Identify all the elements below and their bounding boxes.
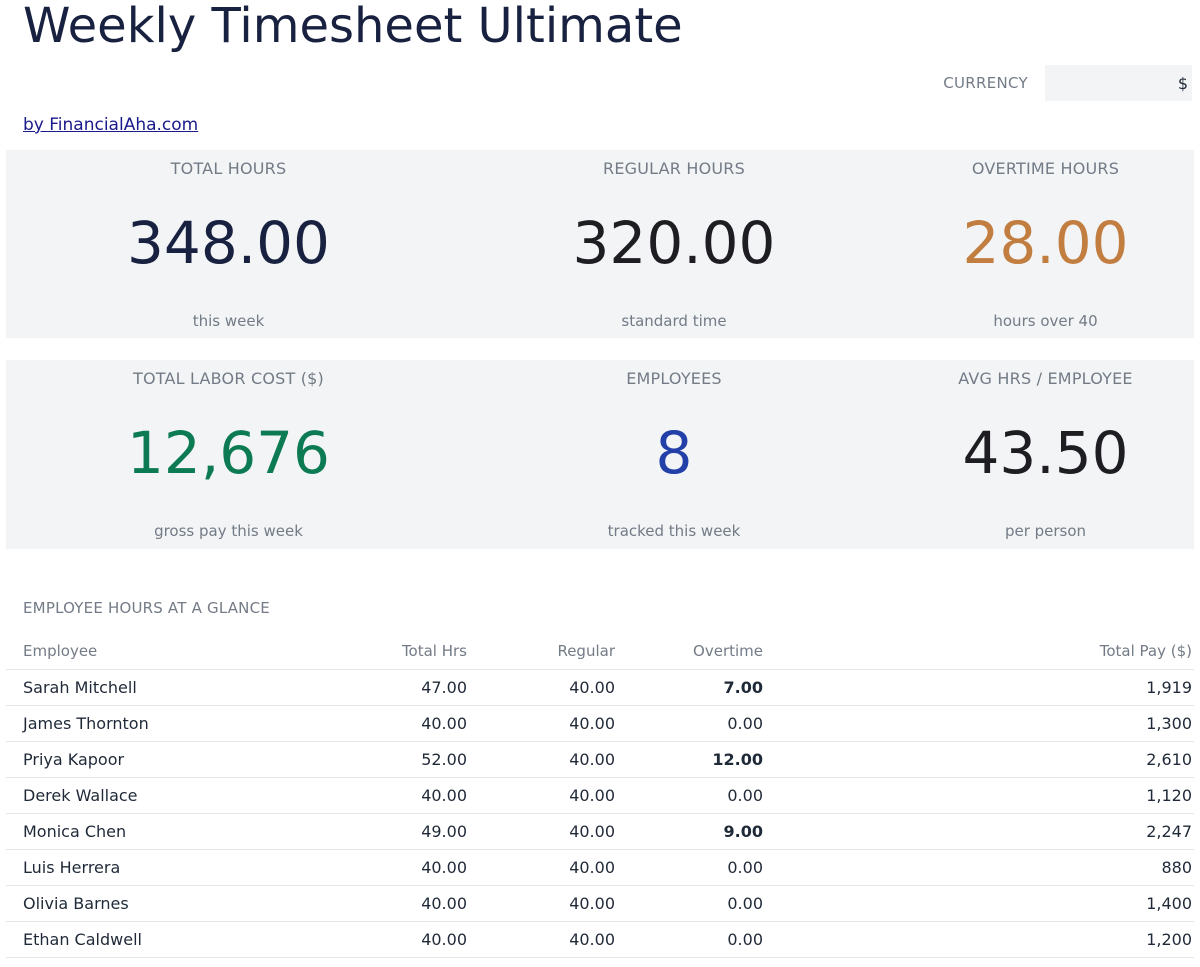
- kpi-value: 12,676: [127, 419, 330, 487]
- cell-overtime: 0.00: [615, 777, 763, 814]
- cell-total-pay: 1,300: [763, 705, 1194, 742]
- cell-regular: 40.00: [467, 849, 615, 886]
- cell-employee: Monica Chen: [6, 813, 291, 850]
- cell-total-hrs: 52.00: [291, 741, 467, 778]
- kpi-value: 28.00: [962, 209, 1129, 277]
- column-header-regular: Regular: [467, 632, 615, 670]
- kpi-subtitle: standard time: [621, 312, 727, 330]
- table-header-row: Employee Total Hrs Regular Overtime Tota…: [6, 632, 1194, 670]
- column-header-overtime: Overtime: [615, 632, 763, 670]
- cell-regular: 40.00: [467, 921, 615, 958]
- cell-employee: James Thornton: [6, 705, 291, 742]
- kpi-label: EMPLOYEES: [626, 369, 722, 388]
- cell-employee: Derek Wallace: [6, 777, 291, 814]
- cell-employee: Luis Herrera: [6, 849, 291, 886]
- kpi-total-labor-cost: TOTAL LABOR COST ($) 12,676 gross pay th…: [6, 360, 451, 549]
- kpi-label: OVERTIME HOURS: [971, 159, 1120, 178]
- kpi-label: TOTAL LABOR COST ($): [132, 369, 324, 388]
- cell-employee: Priya Kapoor: [6, 741, 291, 778]
- kpi-label: REGULAR HOURS: [603, 159, 745, 178]
- column-header-total-pay: Total Pay ($): [763, 632, 1194, 670]
- kpi-regular-hours: REGULAR HOURS 320.00 standard time: [451, 150, 897, 338]
- cell-overtime: 7.00: [615, 669, 763, 706]
- cell-overtime: 12.00: [615, 741, 763, 778]
- kpi-avg-hours: AVG HRS / EMPLOYEE 43.50 per person: [897, 360, 1194, 549]
- kpi-label: TOTAL HOURS: [170, 159, 287, 178]
- kpi-row-hours: TOTAL HOURS 348.00 this week REGULAR HOU…: [6, 150, 1194, 338]
- kpi-total-hours: TOTAL HOURS 348.00 this week: [6, 150, 451, 338]
- cell-employee: Sarah Mitchell: [6, 669, 291, 706]
- table-row: Priya Kapoor 52.00 40.00 12.00 2,610: [6, 741, 1194, 778]
- column-header-employee: Employee: [6, 632, 291, 670]
- cell-total-hrs: 40.00: [291, 849, 467, 886]
- cell-overtime: 0.00: [615, 921, 763, 958]
- kpi-value: 348.00: [127, 209, 330, 277]
- kpi-value: 8: [655, 419, 693, 487]
- cell-regular: 40.00: [467, 669, 615, 706]
- cell-total-pay: 2,247: [763, 813, 1194, 850]
- cell-total-pay: 1,919: [763, 669, 1194, 706]
- currency-label: CURRENCY: [943, 74, 1028, 92]
- cell-employee: Ethan Caldwell: [6, 921, 291, 958]
- kpi-subtitle: hours over 40: [993, 312, 1098, 330]
- table-row: Luis Herrera 40.00 40.00 0.00 880: [6, 849, 1194, 886]
- cell-overtime: 9.00: [615, 813, 763, 850]
- credit-link[interactable]: by FinancialAha.com: [23, 115, 199, 135]
- section-title: EMPLOYEE HOURS AT A GLANCE: [23, 599, 270, 617]
- cell-regular: 40.00: [467, 885, 615, 922]
- employee-hours-table: Employee Total Hrs Regular Overtime Tota…: [6, 632, 1194, 958]
- cell-overtime: 0.00: [615, 885, 763, 922]
- cell-regular: 40.00: [467, 813, 615, 850]
- cell-total-pay: 1,120: [763, 777, 1194, 814]
- cell-employee: Olivia Barnes: [6, 885, 291, 922]
- table-row: Sarah Mitchell 47.00 40.00 7.00 1,919: [6, 669, 1194, 706]
- cell-total-hrs: 40.00: [291, 705, 467, 742]
- table-row: Ethan Caldwell 40.00 40.00 0.00 1,200: [6, 921, 1194, 958]
- table-row: Derek Wallace 40.00 40.00 0.00 1,120: [6, 777, 1194, 814]
- cell-total-pay: 880: [763, 849, 1194, 886]
- kpi-subtitle: tracked this week: [607, 522, 741, 540]
- kpi-row-cost: TOTAL LABOR COST ($) 12,676 gross pay th…: [6, 360, 1194, 549]
- cell-total-hrs: 40.00: [291, 921, 467, 958]
- kpi-subtitle: gross pay this week: [154, 522, 303, 540]
- kpi-label: AVG HRS / EMPLOYEE: [958, 369, 1133, 388]
- cell-total-hrs: 49.00: [291, 813, 467, 850]
- cell-regular: 40.00: [467, 741, 615, 778]
- cell-total-hrs: 40.00: [291, 777, 467, 814]
- table-row: James Thornton 40.00 40.00 0.00 1,300: [6, 705, 1194, 742]
- kpi-value: 320.00: [572, 209, 776, 277]
- table-row: Olivia Barnes 40.00 40.00 0.00 1,400: [6, 885, 1194, 922]
- cell-overtime: 0.00: [615, 705, 763, 742]
- column-header-total-hrs: Total Hrs: [291, 632, 467, 670]
- kpi-overtime-hours: OVERTIME HOURS 28.00 hours over 40: [897, 150, 1194, 338]
- currency-input[interactable]: [1045, 65, 1192, 101]
- kpi-value: 43.50: [962, 419, 1129, 487]
- cell-total-hrs: 40.00: [291, 885, 467, 922]
- cell-overtime: 0.00: [615, 849, 763, 886]
- cell-regular: 40.00: [467, 705, 615, 742]
- cell-total-pay: 2,610: [763, 741, 1194, 778]
- kpi-subtitle: per person: [1004, 522, 1087, 540]
- kpi-employees: EMPLOYEES 8 tracked this week: [451, 360, 897, 549]
- cell-total-hrs: 47.00: [291, 669, 467, 706]
- kpi-subtitle: this week: [192, 312, 265, 330]
- cell-total-pay: 1,400: [763, 885, 1194, 922]
- cell-total-pay: 1,200: [763, 921, 1194, 958]
- cell-regular: 40.00: [467, 777, 615, 814]
- page-title: Weekly Timesheet Ultimate: [23, 0, 683, 54]
- table-row: Monica Chen 49.00 40.00 9.00 2,247: [6, 813, 1194, 850]
